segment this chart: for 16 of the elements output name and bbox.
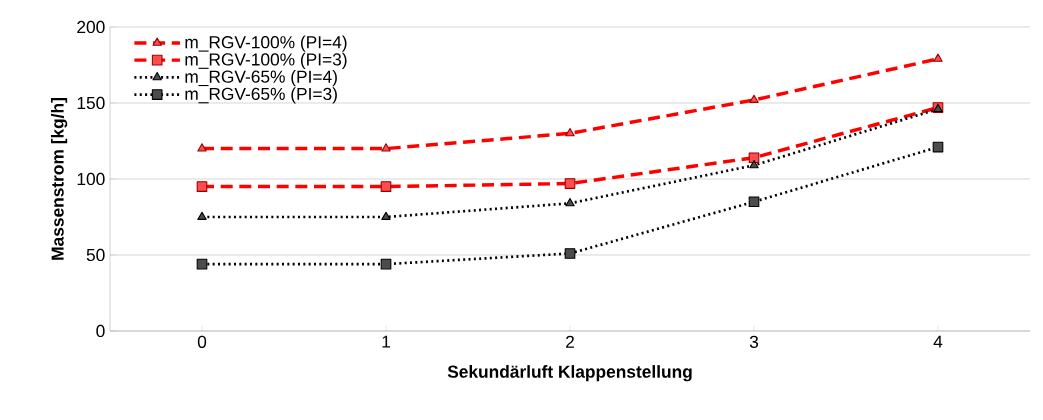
legend-label: m_RGV-65% (PI=3) <box>185 87 337 104</box>
y-tick-label: 100 <box>77 172 105 186</box>
y-axis-title: Massenstrom [kg/h] <box>50 98 68 260</box>
x-axis-title: Sekundärluft Klappenstellung <box>447 365 692 382</box>
y-tick-label: 50 <box>86 248 105 262</box>
x-tick-label: 1 <box>382 335 390 348</box>
y-tick-label: 200 <box>77 20 105 34</box>
legend-label: m_RGV-65% (PI=4) <box>185 70 337 87</box>
x-tick-label: 2 <box>566 335 574 348</box>
legend-label: m_RGV-100% (PI=3) <box>185 52 347 70</box>
x-tick-label: 4 <box>933 335 943 348</box>
x-tick-label: 3 <box>749 335 759 348</box>
y-tick-label: 0 <box>96 324 105 338</box>
x-tick-label: 0 <box>197 335 207 348</box>
legend-label: m_RGV-100% (PI=4) <box>185 35 347 52</box>
y-tick-label: 150 <box>77 96 105 110</box>
